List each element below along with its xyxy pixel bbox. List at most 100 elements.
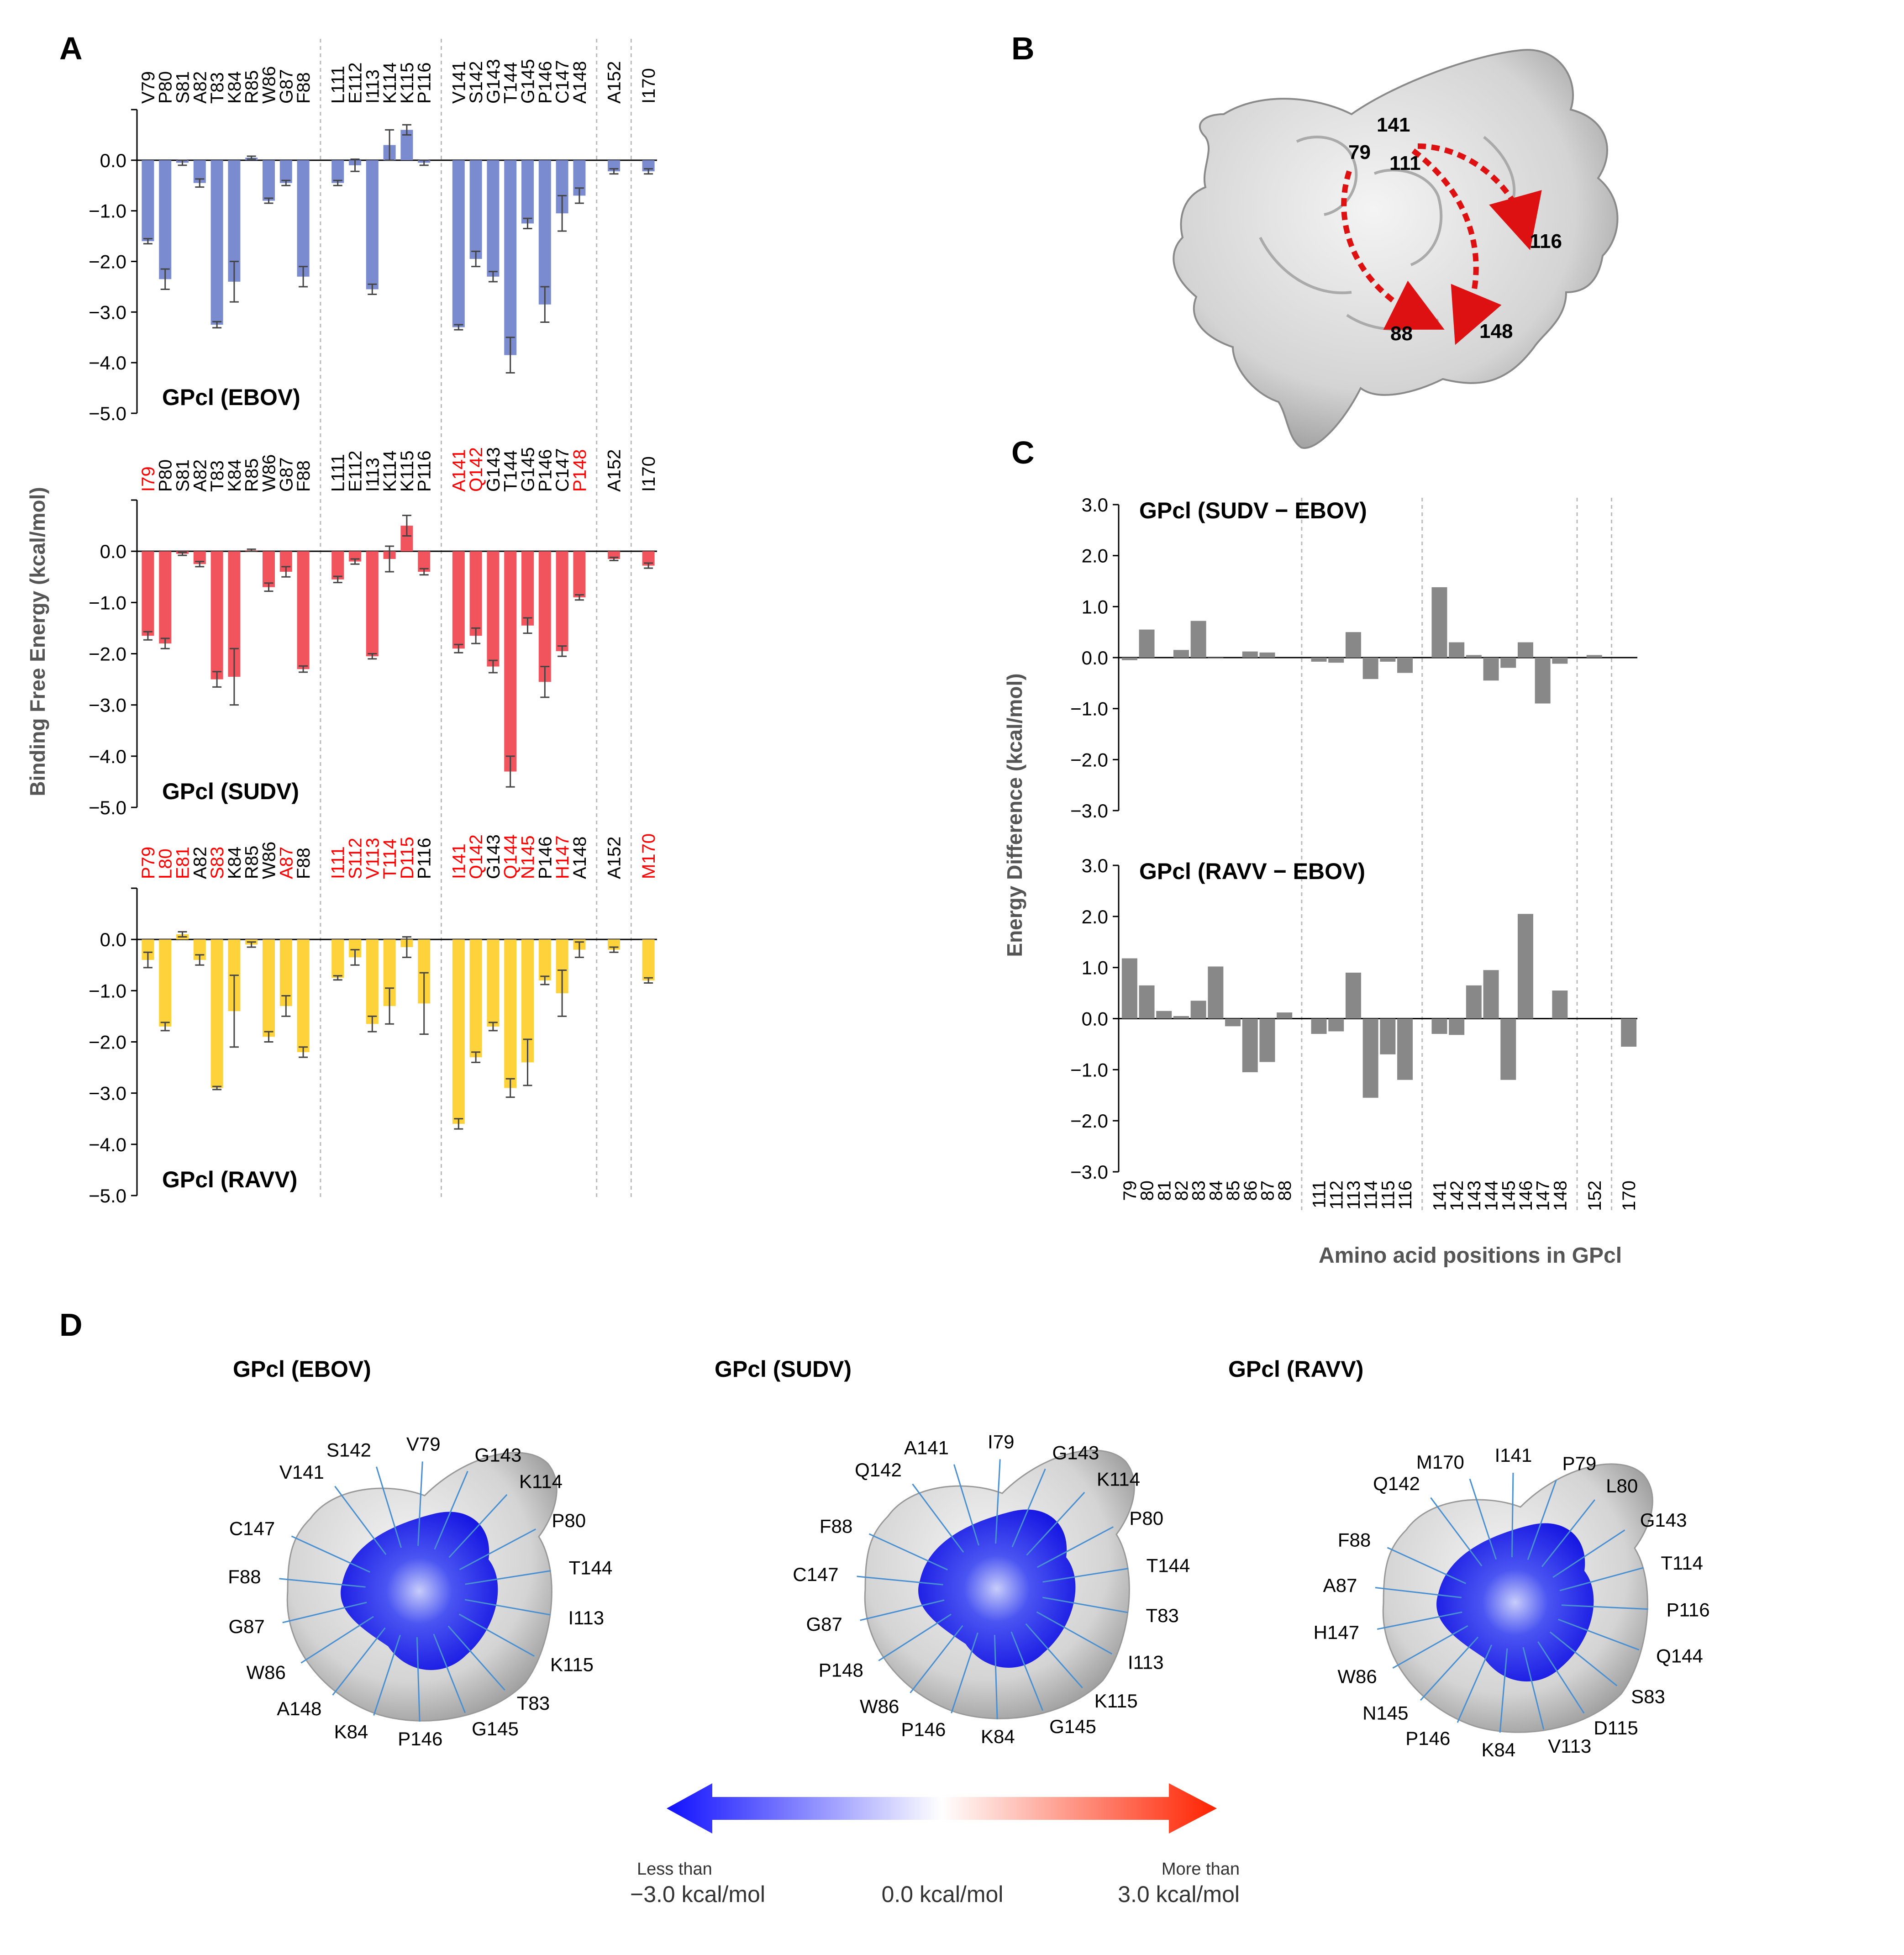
bar-2-Q144 bbox=[504, 939, 517, 1088]
y-tick-label-c: 0.0 bbox=[1082, 1008, 1108, 1030]
series-title-c: GPcl (RAVV − EBOV) bbox=[1139, 859, 1365, 884]
residue-leader-line bbox=[994, 1634, 998, 1719]
y-tick-label-c: 1.0 bbox=[1082, 957, 1108, 979]
residue-label: A82 bbox=[190, 847, 210, 879]
y-tick-label-a: 0.0 bbox=[100, 929, 126, 950]
bar-2-L80 bbox=[159, 939, 172, 1027]
bar-2-P146 bbox=[538, 939, 551, 980]
bar-1-I79 bbox=[142, 551, 154, 636]
y-tick-label-a: −2.0 bbox=[89, 251, 126, 273]
residue-label: A87 bbox=[276, 847, 296, 879]
residue-leader-line bbox=[995, 1459, 1001, 1544]
residue-leader-line bbox=[1377, 1611, 1462, 1630]
residue-label: A152 bbox=[605, 449, 625, 492]
panel-a-ylabel: Binding Free Energy (kcal/mol) bbox=[26, 487, 49, 796]
bar-1-P80 bbox=[159, 551, 172, 644]
residue-leader-line bbox=[860, 1599, 945, 1621]
diff-bar-1-86 bbox=[1242, 1018, 1258, 1072]
residue-label-d: K114 bbox=[519, 1471, 563, 1492]
residue-leader-line bbox=[434, 1470, 468, 1550]
residue-leader-line bbox=[1042, 1597, 1128, 1613]
residue-label-d: W86 bbox=[246, 1661, 285, 1683]
residue-leader-line bbox=[1387, 1547, 1467, 1584]
residue-label: I113 bbox=[363, 69, 383, 104]
structure-title: GPcl (SUDV) bbox=[715, 1356, 852, 1382]
panel-a-chart: 0.0−1.0−2.0−3.0−4.0−5.0V79P80S81A82T83K8… bbox=[89, 39, 659, 1207]
residue-label: S81 bbox=[173, 459, 193, 492]
residue-label: L111 bbox=[328, 454, 348, 492]
residue-label: P116 bbox=[415, 451, 435, 492]
panel-letter-c: C bbox=[1011, 435, 1035, 470]
residue-label: K84 bbox=[225, 71, 245, 104]
diff-bar-1-141 bbox=[1431, 1018, 1447, 1034]
residue-label: T144 bbox=[501, 62, 521, 104]
residue-label-d: I141 bbox=[1495, 1444, 1532, 1466]
panel-c-chart: 3.0 2.0 1.0 0.0 −1.0 −2.0 −3.0 GPcl (SUDV − EBO… bbox=[1070, 494, 1639, 1211]
legend-right-line2: 3.0 kcal/mol bbox=[1118, 1881, 1240, 1907]
bar-1-W86 bbox=[263, 551, 275, 587]
y-tick-label-c: −3.0 bbox=[1070, 1161, 1108, 1183]
bar-1-I113 bbox=[366, 551, 379, 657]
residue-label: Q142 bbox=[466, 834, 486, 879]
y-tick-label-c: −1.0 bbox=[1070, 698, 1108, 720]
residue-label: P148 bbox=[570, 449, 590, 492]
diff-bar-1-83 bbox=[1190, 1001, 1206, 1019]
residue-label-d: K84 bbox=[1481, 1739, 1515, 1760]
diff-bar-0-87 bbox=[1259, 652, 1275, 658]
binding-site-patch bbox=[341, 1512, 498, 1670]
residue-leader-line bbox=[1457, 1644, 1493, 1723]
residue-label-d: K84 bbox=[981, 1726, 1015, 1747]
x-tick-label-c: 84 bbox=[1206, 1180, 1226, 1201]
x-tick-label-c: 114 bbox=[1361, 1180, 1381, 1210]
y-tick-label-a: −4.0 bbox=[89, 1134, 126, 1155]
residue-label: L80 bbox=[156, 848, 176, 879]
residue-leader-line bbox=[1430, 1497, 1483, 1567]
residue-label-d: F88 bbox=[228, 1566, 261, 1587]
bar-2-A87 bbox=[279, 939, 292, 1006]
x-tick-label-c: 113 bbox=[1344, 1180, 1364, 1210]
residue-label: I113 bbox=[363, 458, 383, 492]
residue-leader-line bbox=[1469, 1478, 1497, 1560]
panel-c-ylabel: Energy Difference (kcal/mol) bbox=[1003, 673, 1026, 957]
protein-surface-0 bbox=[286, 1452, 558, 1722]
residue-label: T83 bbox=[207, 460, 227, 492]
y-tick-label-c: 3.0 bbox=[1082, 855, 1108, 876]
y-tick-label-a: −5.0 bbox=[89, 1185, 126, 1207]
residue-label-d: N145 bbox=[1362, 1702, 1408, 1724]
residue-leader-line bbox=[1537, 1641, 1585, 1714]
residue-leader-line bbox=[373, 1634, 401, 1716]
y-tick-label-a: −1.0 bbox=[89, 592, 126, 613]
residue-label-d: Q142 bbox=[855, 1459, 902, 1481]
residue-label: H147 bbox=[552, 835, 573, 879]
bar-0-T83 bbox=[210, 160, 223, 325]
residue-leader-line bbox=[910, 1625, 963, 1693]
diff-bar-0-116 bbox=[1397, 658, 1413, 673]
x-tick-label-c: 79 bbox=[1120, 1180, 1140, 1201]
residue-label: I111 bbox=[328, 846, 348, 879]
diff-bar-1-114 bbox=[1362, 1018, 1378, 1098]
panel-c-xlabel: Amino acid positions in GPcl bbox=[1319, 1244, 1622, 1268]
residue-label-d: Q144 bbox=[1656, 1645, 1703, 1667]
residue-label-d: P80 bbox=[552, 1510, 586, 1531]
residue-label: P116 bbox=[415, 63, 435, 104]
bar-2-W86 bbox=[263, 939, 275, 1037]
y-tick-label-a: 0.0 bbox=[100, 541, 126, 562]
binding-site-patch bbox=[1436, 1523, 1594, 1682]
residue-leader-line bbox=[1527, 1480, 1557, 1560]
residue-label: K84 bbox=[225, 459, 245, 492]
diff-bar-0-114 bbox=[1362, 658, 1378, 679]
series-title-c: GPcl (SUDV − EBOV) bbox=[1139, 498, 1367, 523]
residue-label: M170 bbox=[639, 833, 659, 879]
diff-bar-1-88 bbox=[1277, 1012, 1293, 1019]
residue-label: P116 bbox=[415, 838, 435, 879]
bar-1-Q142 bbox=[469, 551, 482, 636]
residue-label-d: S142 bbox=[326, 1439, 371, 1460]
y-tick-label-a: −5.0 bbox=[89, 403, 126, 424]
energy-color-legend: Less than −3.0 kcal/mol 0.0 kcal/mol Mor… bbox=[630, 1783, 1240, 1907]
residue-label: A148 bbox=[570, 837, 590, 879]
residue-label-d: D115 bbox=[1594, 1717, 1638, 1739]
residue-leader-line bbox=[464, 1599, 551, 1616]
arrow-79-88 bbox=[1341, 170, 1445, 330]
bar-1-L111 bbox=[331, 551, 344, 580]
